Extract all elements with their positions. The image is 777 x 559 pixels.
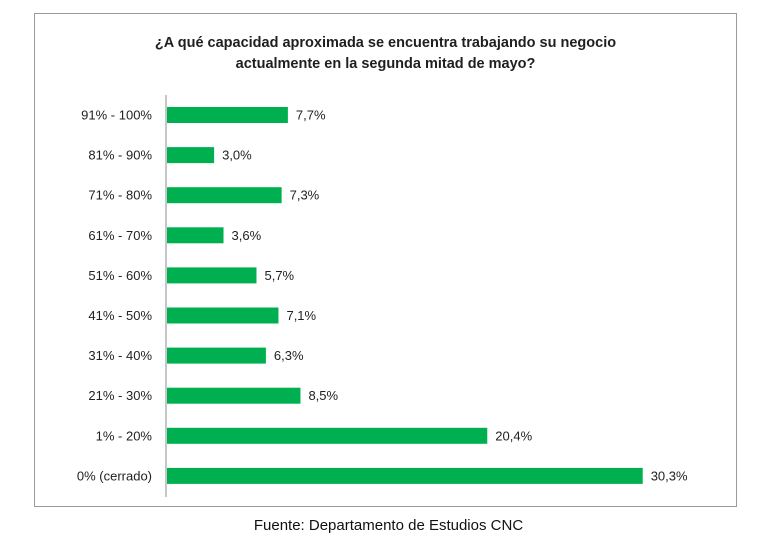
value-label: 7,7% — [296, 108, 326, 123]
bar — [167, 227, 224, 244]
category-label: 61% - 70% — [88, 228, 152, 243]
value-label: 7,1% — [286, 308, 316, 323]
value-label: 30,3% — [651, 468, 688, 483]
bar — [167, 147, 215, 164]
bar-group: 91% - 100% 7,7% 81% - 90% 3,0% 71% - 80% 7,3%… — [77, 107, 688, 484]
bar — [167, 467, 643, 484]
value-label: 8,5% — [308, 388, 338, 403]
value-label: 20,4% — [495, 428, 532, 443]
category-label: 81% - 90% — [88, 148, 152, 163]
category-label: 51% - 60% — [88, 268, 152, 283]
value-label: 3,0% — [222, 148, 252, 163]
category-label: 91% - 100% — [81, 108, 152, 123]
chart-title-line-1: ¿A qué capacidad aproximada se encuentra… — [154, 35, 617, 51]
bar — [167, 307, 279, 324]
category-label: 41% - 50% — [88, 308, 152, 323]
bar — [167, 187, 282, 204]
category-label: 1% - 20% — [96, 428, 153, 443]
bar — [167, 347, 266, 364]
value-label: 5,7% — [264, 268, 294, 283]
chart-frame — [34, 13, 737, 507]
value-label: 6,3% — [274, 348, 304, 363]
category-label: 71% - 80% — [88, 188, 152, 203]
value-label: 3,6% — [232, 228, 262, 243]
bar — [167, 267, 257, 284]
bar — [167, 427, 488, 444]
bar — [167, 387, 301, 404]
chart-title: ¿A qué capacidad aproximada se encuentra… — [34, 33, 737, 75]
category-label: 21% - 30% — [88, 388, 152, 403]
category-label: 31% - 40% — [88, 348, 152, 363]
category-label: 0% (cerrado) — [77, 468, 152, 483]
source-note: Fuente: Departamento de Estudios CNC — [253, 517, 524, 534]
value-label: 7,3% — [290, 188, 320, 203]
bar — [167, 107, 288, 123]
chart-title-line-2: actualmente en la segunda mitad de mayo? — [235, 56, 536, 72]
